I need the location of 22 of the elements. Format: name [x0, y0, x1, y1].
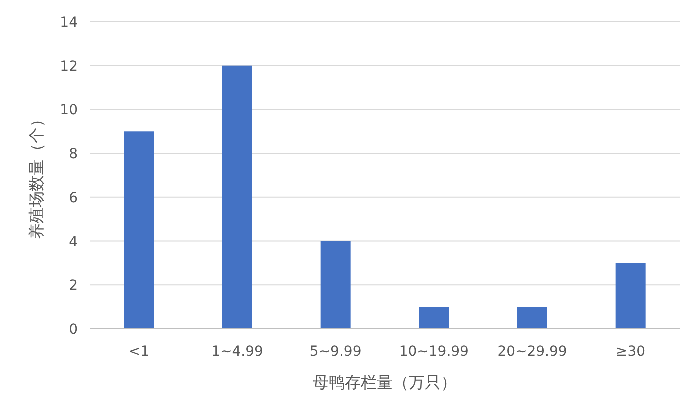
y-tick-label: 8: [69, 146, 78, 163]
bar: [419, 307, 450, 329]
bar: [518, 307, 548, 329]
x-tick-label: 5~9.99: [310, 344, 362, 360]
y-tick-label: 14: [60, 15, 78, 31]
y-tick-label: 10: [60, 102, 78, 119]
y-tick-label: 2: [69, 278, 78, 294]
x-tick-label: ≥30: [616, 344, 646, 360]
x-tick-label: 20~29.99: [498, 344, 568, 360]
x-axis-title: 母鸭存栏量（万只）: [313, 373, 457, 392]
y-tick-label: 0: [69, 322, 78, 338]
y-axis-title: 养殖场数量（个）: [27, 112, 46, 240]
bar: [222, 66, 252, 329]
x-tick-label: 10~19.99: [399, 344, 469, 360]
y-tick-label: 12: [60, 58, 78, 75]
y-tick-label: 6: [69, 190, 78, 206]
bar: [124, 132, 154, 329]
x-tick-label: 1~4.99: [212, 344, 264, 360]
bar: [616, 263, 646, 329]
x-tick-label: <1: [128, 344, 150, 360]
bar: [320, 241, 351, 329]
y-tick-label: 4: [69, 234, 78, 250]
